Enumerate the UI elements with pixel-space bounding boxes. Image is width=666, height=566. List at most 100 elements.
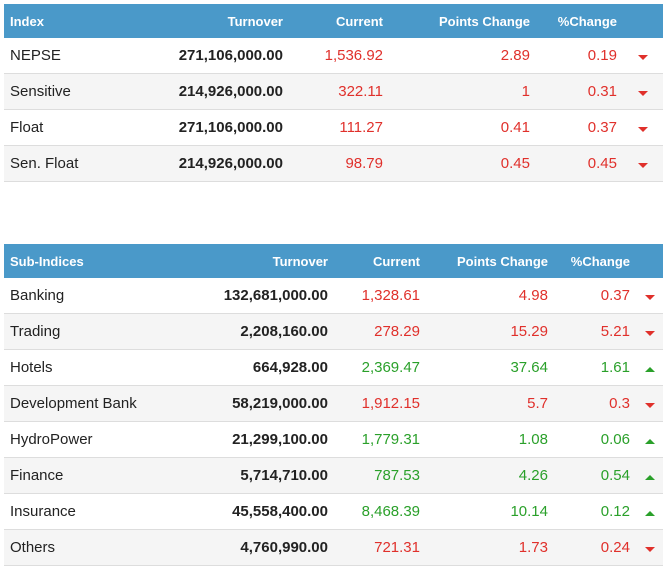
pct-change-cell: 0.3 — [554, 385, 636, 422]
table-row[interactable]: HydroPower 21,299,100.00 1,779.31 1.08 0.06 — [4, 421, 663, 458]
index-name-cell: Trading — [4, 313, 189, 350]
triangle-down-icon — [638, 127, 648, 132]
turnover-cell: 214,926,000.00 — [144, 73, 289, 110]
triangle-down-icon — [644, 331, 655, 336]
points-change-cell: 1.73 — [426, 529, 554, 566]
points-change-cell: 0.45 — [389, 145, 536, 182]
index-table: Index Turnover Current Points Change %Ch… — [4, 4, 663, 182]
triangle-down-icon — [638, 163, 648, 168]
turnover-cell: 58,219,000.00 — [189, 385, 334, 422]
trend-cell — [636, 457, 663, 494]
table-row[interactable]: Development Bank 58,219,000.00 1,912.15 5.7… — [4, 385, 663, 422]
trend-cell — [636, 421, 663, 458]
points-change-cell: 15.29 — [426, 313, 554, 350]
index-name-cell: Sensitive — [4, 73, 144, 110]
triangle-down-icon — [644, 403, 655, 408]
current-value-cell: 111.27 — [289, 109, 389, 146]
header-turnover[interactable]: Turnover — [272, 253, 328, 269]
triangle-up-icon — [644, 511, 655, 516]
current-value-cell: 1,912.15 — [334, 385, 426, 422]
header-points-change[interactable]: Points Change — [456, 253, 548, 269]
table-row[interactable]: Banking 132,681,000.00 1,328.61 4.98 0.37 — [4, 278, 663, 314]
table-row[interactable]: Others 4,760,990.00 721.31 1.73 0.24 — [4, 529, 663, 566]
trend-cell — [636, 493, 663, 530]
table-row[interactable]: Hotels 664,928.00 2,369.47 37.64 1.61 — [4, 349, 663, 386]
pct-change-cell: 1.61 — [554, 349, 636, 386]
header-pct-change[interactable]: %Change — [557, 13, 617, 29]
points-change-cell: 0.41 — [389, 109, 536, 146]
pct-change-cell: 0.54 — [554, 457, 636, 494]
header-points-change[interactable]: Points Change — [438, 13, 530, 29]
triangle-down-icon — [638, 91, 648, 96]
turnover-cell: 21,299,100.00 — [189, 421, 334, 458]
triangle-up-icon — [644, 367, 655, 372]
pct-change-cell: 0.12 — [554, 493, 636, 530]
header-trend — [636, 244, 663, 278]
index-name-cell: Finance — [4, 457, 189, 494]
pct-change-cell: 0.37 — [536, 109, 623, 146]
header-current[interactable]: Current — [373, 253, 420, 269]
trend-cell — [623, 145, 663, 182]
triangle-down-icon — [644, 547, 655, 552]
points-change-cell: 4.26 — [426, 457, 554, 494]
current-value-cell: 721.31 — [334, 529, 426, 566]
table-row[interactable]: Insurance 45,558,400.00 8,468.39 10.14 0.12 — [4, 493, 663, 530]
turnover-cell: 271,106,000.00 — [144, 109, 289, 146]
header-trend — [623, 4, 663, 38]
triangle-down-icon — [644, 295, 655, 300]
index-name-cell: Sen. Float — [4, 145, 144, 182]
index-name-cell: Hotels — [4, 349, 189, 386]
pct-change-cell: 0.24 — [554, 529, 636, 566]
turnover-cell: 132,681,000.00 — [189, 278, 334, 314]
header-pct-change[interactable]: %Change — [570, 253, 630, 269]
points-change-cell: 10.14 — [426, 493, 554, 530]
current-value-cell: 787.53 — [334, 457, 426, 494]
points-change-cell: 5.7 — [426, 385, 554, 422]
points-change-cell: 4.98 — [426, 278, 554, 314]
trend-cell — [636, 349, 663, 386]
trend-cell — [636, 278, 663, 314]
trend-cell — [623, 109, 663, 146]
turnover-cell: 4,760,990.00 — [189, 529, 334, 566]
current-value-cell: 98.79 — [289, 145, 389, 182]
current-value-cell: 1,536.92 — [289, 38, 389, 74]
points-change-cell: 1 — [389, 73, 536, 110]
turnover-cell: 2,208,160.00 — [189, 313, 334, 350]
trend-cell — [636, 385, 663, 422]
index-name-cell: HydroPower — [4, 421, 189, 458]
current-value-cell: 1,779.31 — [334, 421, 426, 458]
pct-change-cell: 0.06 — [554, 421, 636, 458]
index-name-cell: Development Bank — [4, 385, 189, 422]
pct-change-cell: 0.37 — [554, 278, 636, 314]
table-row[interactable]: Trading 2,208,160.00 278.29 15.29 5.21 — [4, 313, 663, 350]
pct-change-cell: 0.45 — [536, 145, 623, 182]
table-row[interactable]: Finance 5,714,710.00 787.53 4.26 0.54 — [4, 457, 663, 494]
table-row[interactable]: Sensitive 214,926,000.00 322.11 1 0.31 — [4, 73, 663, 110]
points-change-cell: 37.64 — [426, 349, 554, 386]
pct-change-cell: 5.21 — [554, 313, 636, 350]
header-index[interactable]: Index — [10, 13, 44, 29]
sub-indices-table: Sub-Indices Turnover Current Points Chan… — [4, 244, 663, 566]
index-name-cell: NEPSE — [4, 38, 144, 74]
current-value-cell: 2,369.47 — [334, 349, 426, 386]
trend-cell — [636, 313, 663, 350]
table-row[interactable]: Float 271,106,000.00 111.27 0.41 0.37 — [4, 109, 663, 146]
pct-change-cell: 0.31 — [536, 73, 623, 110]
turnover-cell: 45,558,400.00 — [189, 493, 334, 530]
index-name-cell: Banking — [4, 278, 189, 314]
header-sub-indices[interactable]: Sub-Indices — [10, 253, 84, 269]
trend-cell — [623, 73, 663, 110]
header-turnover[interactable]: Turnover — [227, 13, 283, 29]
trend-cell — [623, 38, 663, 74]
table-row[interactable]: NEPSE 271,106,000.00 1,536.92 2.89 0.19 — [4, 38, 663, 74]
pct-change-cell: 0.19 — [536, 38, 623, 74]
index-name-cell: Insurance — [4, 493, 189, 530]
trend-cell — [636, 529, 663, 566]
index-table-header: Index Turnover Current Points Change %Ch… — [4, 4, 663, 38]
current-value-cell: 322.11 — [289, 73, 389, 110]
turnover-cell: 664,928.00 — [189, 349, 334, 386]
table-row[interactable]: Sen. Float 214,926,000.00 98.79 0.45 0.45 — [4, 145, 663, 182]
header-current[interactable]: Current — [336, 13, 383, 29]
triangle-up-icon — [644, 475, 655, 480]
triangle-down-icon — [638, 55, 648, 60]
